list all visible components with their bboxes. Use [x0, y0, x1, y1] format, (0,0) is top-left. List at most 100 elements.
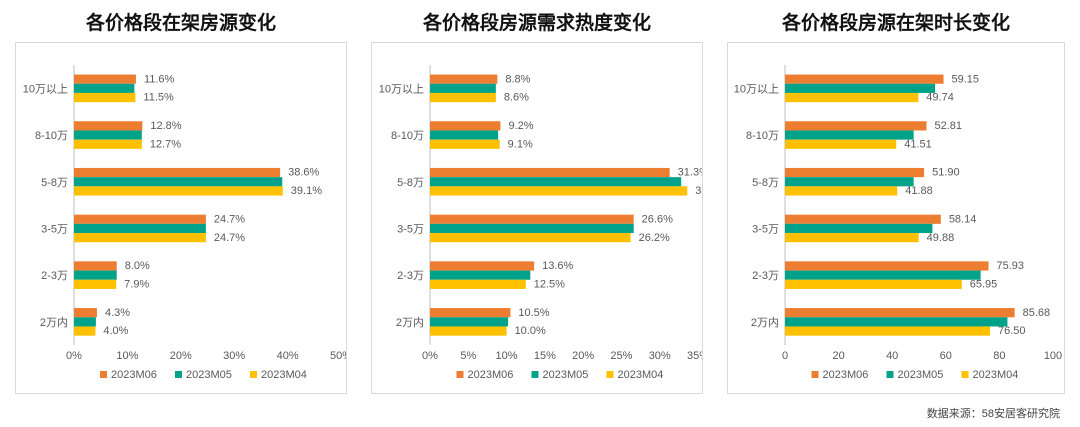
bar-2023M06 — [430, 308, 511, 318]
data-label: 76.50 — [998, 325, 1026, 337]
category-label: 10万以上 — [734, 82, 779, 95]
category-label: 2万内 — [751, 315, 779, 329]
bar-2023M04 — [785, 139, 897, 149]
legend-label: 2023M04 — [261, 369, 307, 381]
legend-swatch-2023M06 — [100, 371, 107, 378]
data-label: 26.6% — [642, 213, 673, 225]
bar-2023M05 — [74, 177, 283, 187]
data-label: 10.5% — [518, 307, 549, 319]
data-label: 8.0% — [125, 260, 150, 272]
data-label: 24.7% — [214, 232, 245, 244]
bar-2023M05 — [785, 223, 933, 234]
x-tick-label: 10% — [116, 350, 138, 362]
category-label: 3-5万 — [397, 223, 424, 235]
data-label: 9.2% — [508, 120, 533, 132]
bar-2023M05 — [74, 83, 135, 93]
category-label: 2-3万 — [752, 270, 779, 282]
category-label: 2-3万 — [41, 270, 68, 282]
bar-2023M04 — [74, 326, 96, 336]
data-label: 33.6% — [695, 185, 702, 197]
data-label: 10.0% — [515, 325, 546, 337]
legend-swatch-2023M04 — [961, 371, 969, 378]
data-label: 13.6% — [542, 260, 573, 272]
legend-swatch-2023M05 — [531, 371, 539, 378]
bar-2023M06 — [74, 261, 117, 271]
legend-label: 2023M06 — [111, 369, 157, 381]
category-label: 5-8万 — [397, 177, 424, 189]
legend-label: 2023M05 — [898, 369, 944, 381]
bar-2023M05 — [74, 223, 206, 234]
bar-2023M04 — [785, 326, 991, 336]
data-label: 9.1% — [508, 138, 533, 150]
x-tick-label: 20 — [832, 350, 844, 362]
x-tick-label: 0% — [66, 350, 82, 362]
data-label: 41.51 — [904, 138, 932, 150]
bar-2023M06 — [430, 214, 634, 224]
bar-2023M04 — [785, 186, 898, 196]
chart-title-demand: 各价格段房源需求热度变化 — [422, 13, 651, 34]
data-label: 52.81 — [935, 120, 963, 132]
data-label: 26.2% — [639, 232, 670, 244]
bar-2023M05 — [74, 317, 96, 327]
x-tick-label: 25% — [610, 350, 632, 362]
data-label: 65.95 — [970, 278, 998, 290]
data-source-note: 数据来源：58安居客研究院 — [926, 408, 1060, 420]
data-label: 58.14 — [949, 213, 977, 225]
bar-2023M06 — [430, 121, 501, 131]
data-label: 85.68 — [1023, 307, 1051, 319]
bar-2023M04 — [785, 233, 919, 243]
data-label: 4.3% — [105, 307, 130, 319]
bar-2023M05 — [785, 83, 936, 93]
x-tick-label: 60 — [940, 350, 952, 362]
x-tick-label: 0% — [422, 350, 438, 362]
bar-2023M06 — [785, 214, 941, 224]
bar-2023M04 — [430, 186, 688, 196]
legend-label: 2023M04 — [973, 369, 1019, 381]
bar-2023M04 — [430, 92, 496, 103]
data-label: 75.93 — [996, 260, 1024, 272]
legend-label: 2023M05 — [186, 369, 232, 381]
data-label: 7.9% — [124, 278, 149, 290]
bar-2023M05 — [430, 223, 634, 234]
bar-2023M04 — [74, 92, 136, 103]
data-label: 49.74 — [926, 92, 954, 104]
bar-2023M04 — [785, 92, 919, 103]
data-label: 41.88 — [905, 185, 933, 197]
bar-2023M05 — [430, 177, 682, 187]
category-label: 8-10万 — [746, 130, 779, 142]
x-tick-label: 35% — [687, 350, 702, 362]
bar-2023M06 — [785, 308, 1015, 318]
data-label: 4.0% — [103, 325, 128, 337]
bar-2023M04 — [785, 279, 962, 289]
bar-2023M05 — [785, 177, 914, 187]
bar-2023M06 — [74, 121, 143, 131]
x-tick-label: 10% — [496, 350, 518, 362]
legend-swatch-2023M05 — [175, 371, 182, 378]
x-tick-label: 20% — [170, 350, 192, 362]
bar-2023M04 — [430, 233, 631, 243]
chart-title-listings: 各价格段在架房源变化 — [85, 13, 276, 34]
legend-label: 2023M06 — [468, 369, 514, 381]
bar-2023M06 — [785, 261, 989, 271]
bar-2023M05 — [430, 270, 531, 280]
bar-2023M06 — [785, 121, 927, 131]
x-tick-label: 100 — [1044, 350, 1062, 362]
legend-swatch-2023M06 — [456, 371, 464, 378]
bar-2023M05 — [430, 83, 496, 93]
data-label: 49.88 — [927, 232, 955, 244]
data-label: 39.1% — [291, 185, 322, 197]
x-tick-label: 80 — [993, 350, 1005, 362]
category-label: 5-8万 — [752, 177, 779, 189]
category-label: 10万以上 — [23, 82, 68, 95]
bar-2023M04 — [74, 139, 142, 149]
data-label: 11.6% — [144, 73, 175, 85]
data-label: 11.5% — [143, 92, 174, 104]
bar-2023M06 — [785, 74, 944, 84]
bar-2023M05 — [74, 130, 142, 140]
bar-2023M06 — [74, 214, 206, 224]
chart-panel-duration: 10万以上 59.15 49.74 8-10万 52.81 41.51 5-8万 51.90 4… — [727, 42, 1065, 394]
category-label: 5-8万 — [41, 177, 68, 189]
bar-2023M06 — [430, 167, 670, 178]
legend-label: 2023M06 — [823, 369, 869, 381]
legend-label: 2023M05 — [543, 369, 589, 381]
